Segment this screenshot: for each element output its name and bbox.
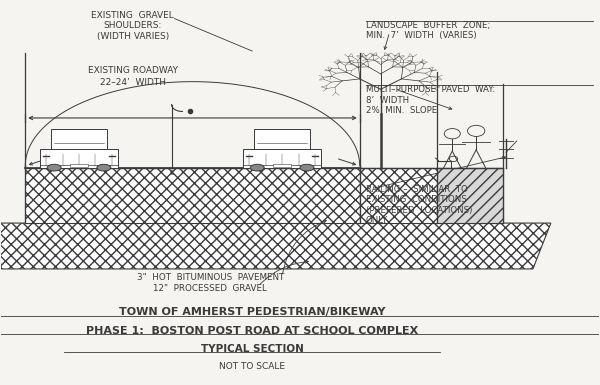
Text: PHASE 1:  BOSTON POST ROAD AT SCHOOL COMPLEX: PHASE 1: BOSTON POST ROAD AT SCHOOL COMP…	[86, 325, 418, 335]
Ellipse shape	[47, 164, 61, 171]
Bar	[25, 167, 360, 223]
Text: MULTI–PURPOSE  PAVED  WAY:
8’  WIDTH
2%  MIN.  SLOPE: MULTI–PURPOSE PAVED WAY: 8’ WIDTH 2% MIN…	[365, 85, 495, 115]
Bar	[243, 149, 321, 167]
Bar	[437, 167, 503, 223]
Bar	[25, 167, 360, 223]
Text: TYPICAL SECTION: TYPICAL SECTION	[201, 344, 304, 354]
Text: RAILING –  SIMILIAR  TO
EXISTING  CONDITIONS
(PREFERED  LOCATIONS)
ONLY: RAILING – SIMILIAR TO EXISTING CONDITION…	[365, 185, 472, 225]
Bar	[360, 167, 503, 223]
Text: 3"  HOT  BITUMINOUS  PAVEMENT: 3" HOT BITUMINOUS PAVEMENT	[137, 273, 284, 282]
Polygon shape	[0, 223, 551, 269]
Ellipse shape	[97, 164, 111, 171]
Text: C: C	[169, 169, 174, 176]
Bar	[51, 129, 107, 149]
Text: EXISTING ROADWAY: EXISTING ROADWAY	[88, 66, 178, 75]
Bar	[273, 164, 291, 167]
Bar	[40, 149, 118, 167]
Bar	[70, 164, 88, 167]
Text: TOWN OF AMHERST PEDESTRIAN/BIKEWAY: TOWN OF AMHERST PEDESTRIAN/BIKEWAY	[119, 307, 385, 317]
Bar	[360, 167, 503, 223]
Text: 22–24’  WIDTH: 22–24’ WIDTH	[100, 78, 166, 87]
Ellipse shape	[250, 164, 264, 171]
Ellipse shape	[300, 164, 314, 171]
Text: 12"  PROCESSED  GRAVEL: 12" PROCESSED GRAVEL	[154, 284, 268, 293]
Text: LANDSCAPE  BUFFER  ZONE;
MIN.  7’  WIDTH  (VARIES): LANDSCAPE BUFFER ZONE; MIN. 7’ WIDTH (VA…	[365, 20, 490, 40]
Bar	[254, 129, 310, 149]
Bar	[437, 167, 503, 223]
Text: NOT TO SCALE: NOT TO SCALE	[219, 362, 285, 371]
Text: EXISTING  GRAVEL
SHOULDERS:
(WIDTH VARIES): EXISTING GRAVEL SHOULDERS: (WIDTH VARIES…	[91, 11, 174, 41]
